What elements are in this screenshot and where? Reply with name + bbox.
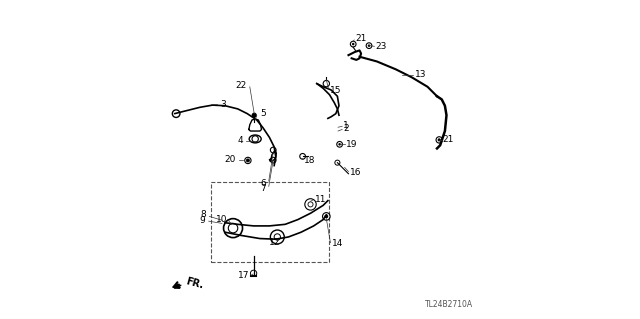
Text: 20: 20 [225, 155, 236, 164]
Text: TL24B2710A: TL24B2710A [425, 300, 474, 309]
Text: 1: 1 [344, 121, 349, 130]
Text: 19: 19 [346, 140, 357, 149]
Text: 14: 14 [332, 240, 343, 249]
Text: 7: 7 [260, 184, 266, 193]
Circle shape [252, 113, 256, 117]
Circle shape [352, 43, 355, 45]
Circle shape [438, 138, 441, 141]
Circle shape [368, 44, 371, 47]
Text: 10: 10 [216, 215, 227, 224]
Text: 22: 22 [236, 81, 246, 90]
Text: 3: 3 [220, 100, 226, 109]
Circle shape [324, 214, 328, 218]
Text: 11: 11 [316, 195, 327, 204]
Text: 9: 9 [200, 216, 205, 225]
Text: 12: 12 [269, 238, 280, 247]
Text: 17: 17 [238, 271, 250, 280]
Text: 23: 23 [376, 42, 387, 51]
Text: 8: 8 [200, 210, 206, 219]
Text: 18: 18 [303, 156, 315, 165]
Text: 21: 21 [355, 34, 367, 43]
Text: 13: 13 [415, 70, 426, 79]
Text: 2: 2 [344, 124, 349, 133]
Circle shape [246, 159, 250, 162]
Text: 6: 6 [260, 179, 266, 188]
Text: 16: 16 [350, 168, 362, 177]
Text: 5: 5 [260, 109, 266, 118]
Circle shape [339, 143, 341, 145]
Text: FR.: FR. [185, 276, 205, 291]
Text: 4: 4 [238, 136, 243, 145]
Text: 21: 21 [443, 135, 454, 144]
Text: 15: 15 [330, 86, 342, 95]
